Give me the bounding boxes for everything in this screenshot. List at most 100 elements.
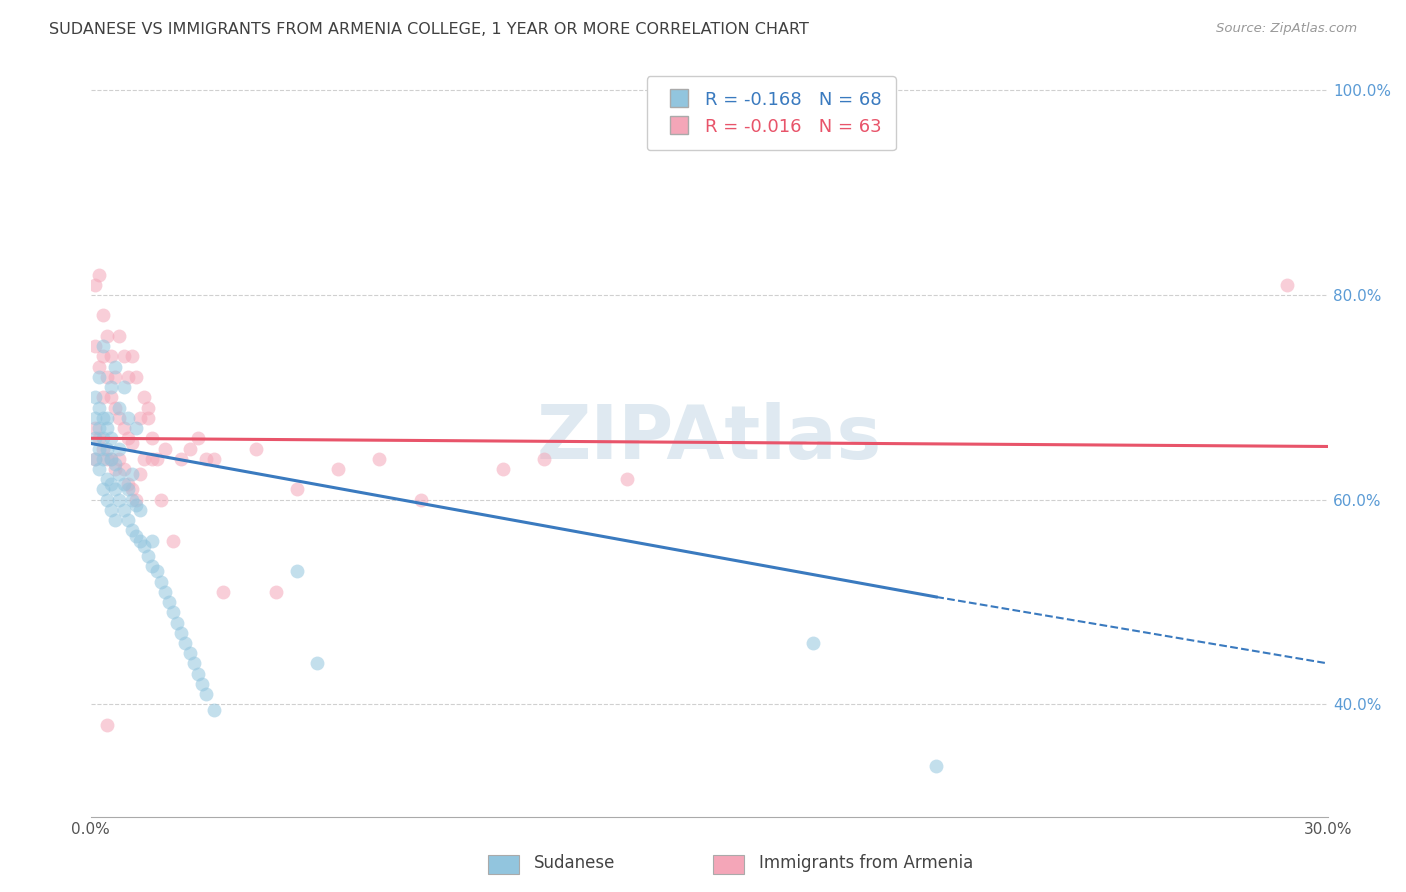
Sudanese xyxy=(96,442,118,456)
Immigrants from Armenia xyxy=(87,359,110,374)
Sudanese xyxy=(83,451,105,466)
Sudanese xyxy=(179,646,201,660)
Sudanese xyxy=(925,759,948,773)
Sudanese xyxy=(96,472,118,486)
Sudanese xyxy=(153,584,176,599)
Immigrants from Armenia xyxy=(100,350,122,364)
Immigrants from Armenia xyxy=(153,442,176,456)
Immigrants from Armenia xyxy=(326,462,349,476)
Sudanese xyxy=(307,657,329,671)
Sudanese xyxy=(125,528,148,542)
Sudanese xyxy=(108,492,131,507)
Immigrants from Armenia xyxy=(170,451,193,466)
Sudanese xyxy=(195,687,218,701)
Immigrants from Armenia xyxy=(134,451,156,466)
Sudanese xyxy=(141,559,163,574)
Sudanese xyxy=(108,467,131,482)
Immigrants from Armenia xyxy=(134,390,156,404)
Immigrants from Armenia xyxy=(108,329,131,343)
Immigrants from Armenia xyxy=(117,370,139,384)
Immigrants from Armenia xyxy=(100,451,122,466)
Sudanese xyxy=(104,513,127,527)
Immigrants from Armenia xyxy=(83,421,105,435)
Immigrants from Armenia xyxy=(138,401,160,415)
Immigrants from Armenia xyxy=(138,410,160,425)
Sudanese xyxy=(104,483,127,497)
Immigrants from Armenia xyxy=(145,451,167,466)
Sudanese xyxy=(87,401,110,415)
Sudanese xyxy=(100,431,122,445)
Immigrants from Armenia xyxy=(108,451,131,466)
Sudanese xyxy=(91,410,114,425)
Immigrants from Armenia xyxy=(492,462,515,476)
Immigrants from Armenia xyxy=(149,492,172,507)
Sudanese xyxy=(121,524,143,538)
Immigrants from Armenia xyxy=(104,401,127,415)
Sudanese xyxy=(121,492,143,507)
Immigrants from Armenia xyxy=(187,431,209,445)
Sudanese xyxy=(121,467,143,482)
Sudanese xyxy=(108,401,131,415)
Sudanese xyxy=(87,462,110,476)
Sudanese xyxy=(183,657,205,671)
Sudanese xyxy=(108,442,131,456)
Sudanese xyxy=(112,380,135,394)
Immigrants from Armenia xyxy=(245,442,267,456)
Sudanese xyxy=(100,503,122,517)
Text: SUDANESE VS IMMIGRANTS FROM ARMENIA COLLEGE, 1 YEAR OR MORE CORRELATION CHART: SUDANESE VS IMMIGRANTS FROM ARMENIA COLL… xyxy=(49,22,808,37)
Immigrants from Armenia xyxy=(96,329,118,343)
Sudanese xyxy=(174,636,197,650)
Sudanese xyxy=(157,595,180,609)
Sudanese xyxy=(87,370,110,384)
Immigrants from Armenia xyxy=(409,492,432,507)
Immigrants from Armenia xyxy=(96,370,118,384)
Immigrants from Armenia xyxy=(96,718,118,732)
Immigrants from Armenia xyxy=(533,451,555,466)
Immigrants from Armenia xyxy=(1275,277,1298,292)
Sudanese xyxy=(83,431,105,445)
Immigrants from Armenia xyxy=(616,472,638,486)
Immigrants from Armenia xyxy=(87,431,110,445)
Immigrants from Armenia xyxy=(121,350,143,364)
Immigrants from Armenia xyxy=(121,436,143,450)
Text: Immigrants from Armenia: Immigrants from Armenia xyxy=(759,855,973,872)
Immigrants from Armenia xyxy=(91,390,114,404)
Immigrants from Armenia xyxy=(141,451,163,466)
Sudanese xyxy=(801,636,824,650)
Sudanese xyxy=(134,539,156,553)
Immigrants from Armenia xyxy=(100,390,122,404)
Immigrants from Armenia xyxy=(117,477,139,491)
Sudanese xyxy=(145,565,167,579)
Sudanese xyxy=(87,421,110,435)
Sudanese xyxy=(170,625,193,640)
Sudanese xyxy=(191,677,214,691)
Sudanese xyxy=(125,421,148,435)
Sudanese xyxy=(141,533,163,548)
Text: ZIPAtlas: ZIPAtlas xyxy=(537,401,882,475)
Sudanese xyxy=(83,410,105,425)
Immigrants from Armenia xyxy=(162,533,184,548)
Sudanese xyxy=(91,451,114,466)
Sudanese xyxy=(162,605,184,619)
Immigrants from Armenia xyxy=(83,339,105,353)
Immigrants from Armenia xyxy=(129,410,152,425)
Sudanese xyxy=(125,498,148,512)
Immigrants from Armenia xyxy=(117,431,139,445)
Immigrants from Armenia xyxy=(91,350,114,364)
Immigrants from Armenia xyxy=(112,462,135,476)
Immigrants from Armenia xyxy=(83,277,105,292)
Immigrants from Armenia xyxy=(202,451,225,466)
Immigrants from Armenia xyxy=(141,431,163,445)
Sudanese xyxy=(117,410,139,425)
Sudanese xyxy=(187,666,209,681)
Immigrants from Armenia xyxy=(104,370,127,384)
Sudanese xyxy=(202,702,225,716)
Sudanese xyxy=(166,615,188,630)
Sudanese xyxy=(129,533,152,548)
Sudanese xyxy=(100,380,122,394)
Immigrants from Armenia xyxy=(91,309,114,323)
Immigrants from Armenia xyxy=(112,350,135,364)
Sudanese xyxy=(96,492,118,507)
Sudanese xyxy=(285,565,308,579)
Sudanese xyxy=(149,574,172,589)
